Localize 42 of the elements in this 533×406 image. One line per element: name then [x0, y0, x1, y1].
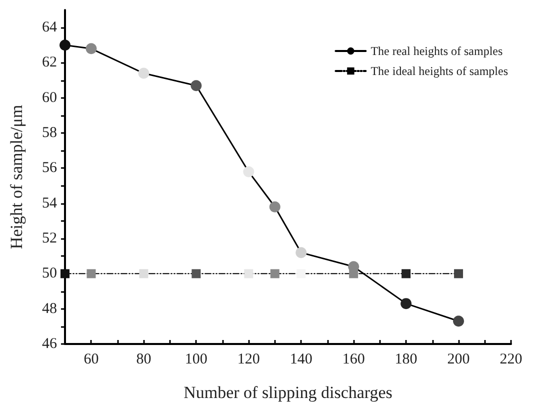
- x-tick-label: 80: [136, 352, 152, 368]
- point: [270, 269, 280, 278]
- point: [60, 40, 70, 51]
- point: [402, 269, 411, 278]
- point: [190, 80, 202, 92]
- point: [454, 269, 464, 278]
- y-tick-label: 62: [42, 54, 57, 71]
- x-tick-label: 100: [184, 352, 208, 368]
- x-tick-label: 180: [394, 352, 418, 368]
- point: [139, 269, 148, 278]
- legend-label: The real heights of samples: [370, 44, 503, 58]
- y-tick-label: 56: [42, 160, 58, 176]
- point: [296, 269, 306, 278]
- x-tick-label: 60: [84, 352, 99, 368]
- point: [192, 269, 201, 278]
- x-axis-title: Number of slipping discharges: [184, 383, 392, 402]
- point: [243, 166, 254, 178]
- point: [400, 298, 412, 310]
- x-tick-label: 200: [447, 352, 470, 368]
- x-tick-label: 160: [342, 352, 365, 368]
- x-tick-label: 140: [290, 352, 312, 368]
- y-tick-label: 52: [42, 230, 57, 247]
- point: [244, 269, 254, 278]
- x-tick-label: 220: [500, 352, 522, 368]
- point: [138, 68, 150, 79]
- point: [86, 43, 97, 54]
- y-tick-label: 46: [42, 336, 58, 352]
- point: [269, 201, 280, 212]
- legend-label: The ideal heights of samples: [370, 64, 508, 78]
- y-tick-label: 54: [42, 195, 58, 212]
- x-tick-label: 120: [237, 352, 260, 368]
- point: [86, 269, 96, 278]
- y-tick-label: 50: [42, 266, 57, 282]
- y-axis-title: Height of sample/μm: [7, 104, 26, 250]
- y-tick-label: 60: [42, 90, 57, 106]
- point: [296, 247, 307, 258]
- y-tick-label: 64: [42, 20, 58, 36]
- point: [349, 269, 358, 278]
- y-tick-label: 58: [42, 125, 57, 142]
- point: [453, 316, 464, 327]
- y-tick-label: 48: [42, 300, 57, 317]
- point: [60, 269, 70, 278]
